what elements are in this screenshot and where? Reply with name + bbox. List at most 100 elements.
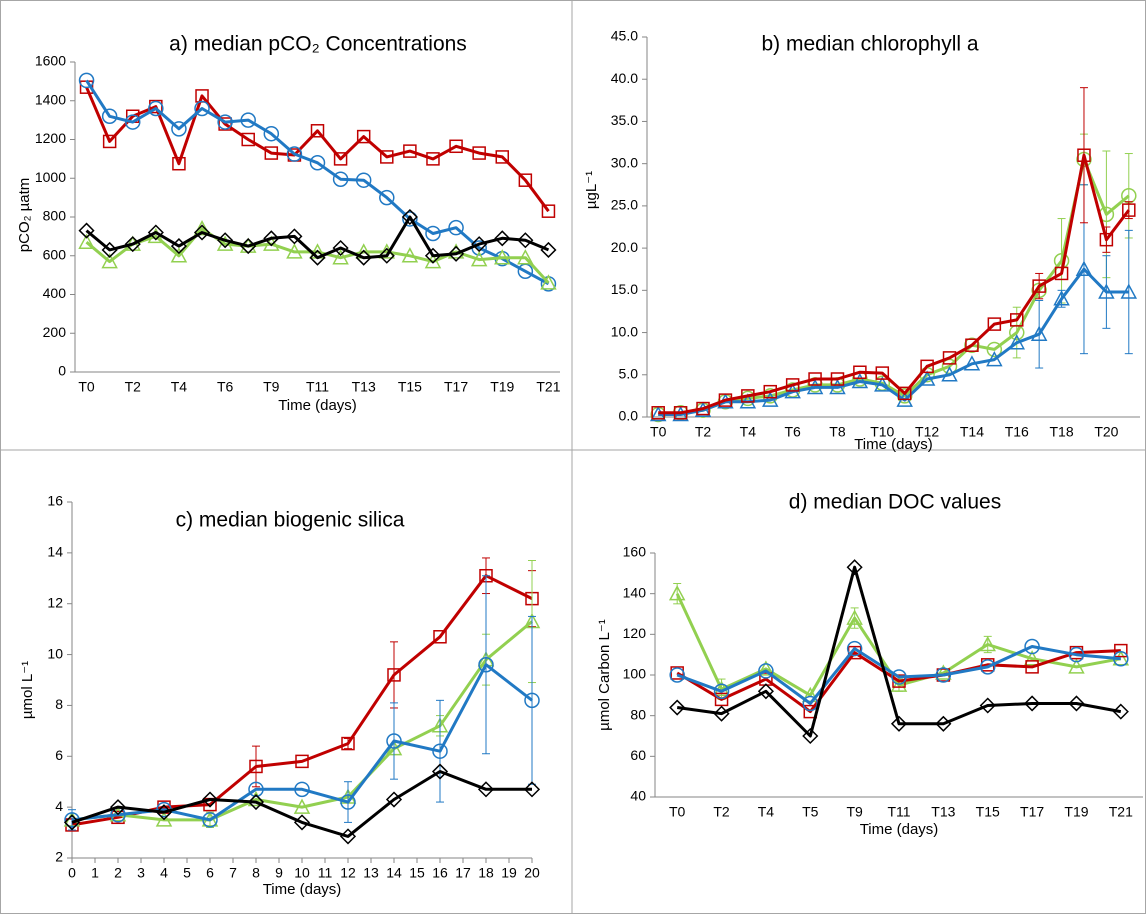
x-tick-label: T4 [740,424,757,440]
marker [846,559,863,576]
marker [802,727,819,745]
x-tick-label: 20 [524,865,540,881]
marker [155,804,173,821]
x-tick-label: 19 [501,865,517,881]
marker [1008,334,1026,350]
marker [332,239,349,257]
x-tick-label: T18 [1050,424,1074,440]
marker [758,663,774,679]
marker [540,241,557,258]
marker [761,391,779,407]
marker [102,134,117,149]
marker [202,812,218,828]
x-tick-label: T9 [263,379,280,395]
x-tick-label: T11 [306,379,329,395]
series-line [658,153,1130,415]
x-tick-label: 7 [229,865,237,881]
y-tick-label: 140 [623,584,647,600]
marker [294,781,310,798]
y-tick-label: 2 [55,849,63,865]
y-tick-label: 80 [630,706,646,722]
marker [240,238,257,255]
marker [401,247,419,263]
marker [78,222,95,239]
marker [78,72,95,89]
x-tick-label: T6 [784,424,801,440]
y-tick-label: 40 [630,788,646,804]
marker [651,406,665,420]
marker [830,372,845,386]
marker [332,171,349,187]
marker [853,365,867,379]
marker [379,189,395,206]
x-axis-label: Time (days) [860,821,939,838]
marker [124,114,141,130]
marker [286,146,303,162]
x-tick-label: 16 [432,865,448,881]
chart-title: b) median chlorophyll a [761,33,978,56]
series-line [71,770,532,838]
x-tick-label: 0 [68,865,76,881]
marker [332,249,349,265]
marker [201,791,219,808]
series-line [85,79,550,286]
marker [193,224,211,241]
y-tick-label: 8 [55,696,63,712]
y-tick-label: 100 [623,666,647,682]
y-tick-label: 20.0 [611,239,638,255]
marker [757,683,774,700]
marker [241,132,255,147]
x-tick-label: T8 [829,424,846,440]
marker [263,230,280,247]
y-tick-label: 400 [43,285,67,301]
marker [172,156,186,171]
marker [170,247,188,263]
marker [965,338,979,352]
y-tick-label: 160 [623,544,647,560]
marker [524,692,540,709]
marker [979,659,996,675]
series-line [85,86,550,213]
marker [341,736,355,751]
x-tick-label: T5 [802,804,819,820]
marker [155,811,173,827]
y-tick-label: 6 [55,747,63,763]
x-tick-label: T20 [1094,424,1118,440]
marker [217,232,234,249]
marker [1099,232,1114,247]
marker [1010,313,1024,327]
marker [890,676,908,692]
marker [1122,203,1136,217]
marker [355,172,372,188]
marker [1053,290,1070,306]
marker [424,252,442,269]
marker [309,249,326,266]
marker [340,794,356,810]
marker [310,124,325,138]
marker [380,150,394,164]
x-axis-label: Time (days) [278,397,357,414]
marker [846,609,863,625]
marker [1030,325,1048,341]
x-tick-label: T15 [976,804,1000,820]
chart-title: c) median biogenic silica [176,509,405,532]
chart-title: d) median DOC values [789,491,1001,514]
x-tick-label: 6 [206,865,214,881]
y-tick-label: 1400 [35,91,66,107]
x-tick-label: T15 [398,379,422,395]
marker [1068,695,1085,712]
y-axis-label: µgL⁻¹ [583,171,600,209]
marker [890,715,908,732]
x-tick-label: T0 [650,424,667,440]
marker [101,252,118,269]
marker [1120,283,1138,299]
marker [403,144,417,158]
marker [263,235,280,251]
marker [979,635,996,652]
marker [248,781,264,798]
y-tick-label: 120 [623,625,647,641]
marker [402,211,418,227]
marker [669,699,686,716]
marker [63,814,81,831]
